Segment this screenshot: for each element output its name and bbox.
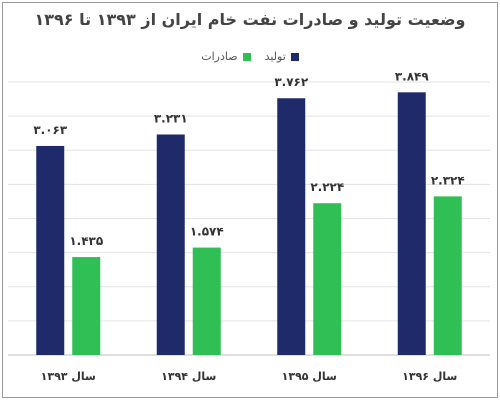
bar-export-0 <box>72 257 101 355</box>
bar-export-1 <box>192 247 221 355</box>
legend-swatch-production <box>290 52 299 61</box>
data-label-export-3: ۲.۳۲۴ <box>431 173 465 187</box>
legend-item-production: تولید <box>265 50 299 63</box>
legend-item-export: صادرات <box>201 50 251 63</box>
legend-swatch-export <box>242 52 251 61</box>
bar-export-3 <box>433 196 462 355</box>
data-label-production-2: ۳.۷۶۲ <box>274 75 309 89</box>
legend-label-export: صادرات <box>201 50 238 63</box>
data-label-export-2: ۲.۲۲۴ <box>310 180 344 194</box>
data-label-production-0: ۳.۰۶۳ <box>33 123 68 137</box>
chart-title: وضعیت تولید و صادرات نفت خام ایران از ۱۳… <box>34 10 466 29</box>
data-label-export-0: ۱.۴۳۵ <box>69 234 103 248</box>
bar-production-2 <box>277 98 306 355</box>
data-label-production-1: ۳.۲۳۱ <box>154 111 188 125</box>
bar-production-1 <box>156 134 185 355</box>
category-label-2: سال ۱۳۹۵ <box>282 370 337 383</box>
bar-production-0 <box>36 145 65 355</box>
bar-export-2 <box>313 203 342 355</box>
category-label-1: سال ۱۳۹۴ <box>161 370 216 383</box>
legend-label-production: تولید <box>264 50 286 63</box>
bar-production-3 <box>397 92 426 355</box>
data-label-export-1: ۱.۵۷۴ <box>190 225 224 239</box>
category-label-0: سال ۱۳۹۳ <box>41 370 96 383</box>
category-label-3: سال ۱۳۹۶ <box>402 370 457 383</box>
chart-legend: تولید صادرات <box>0 50 500 63</box>
data-label-production-3: ۳.۸۴۹ <box>395 69 430 83</box>
